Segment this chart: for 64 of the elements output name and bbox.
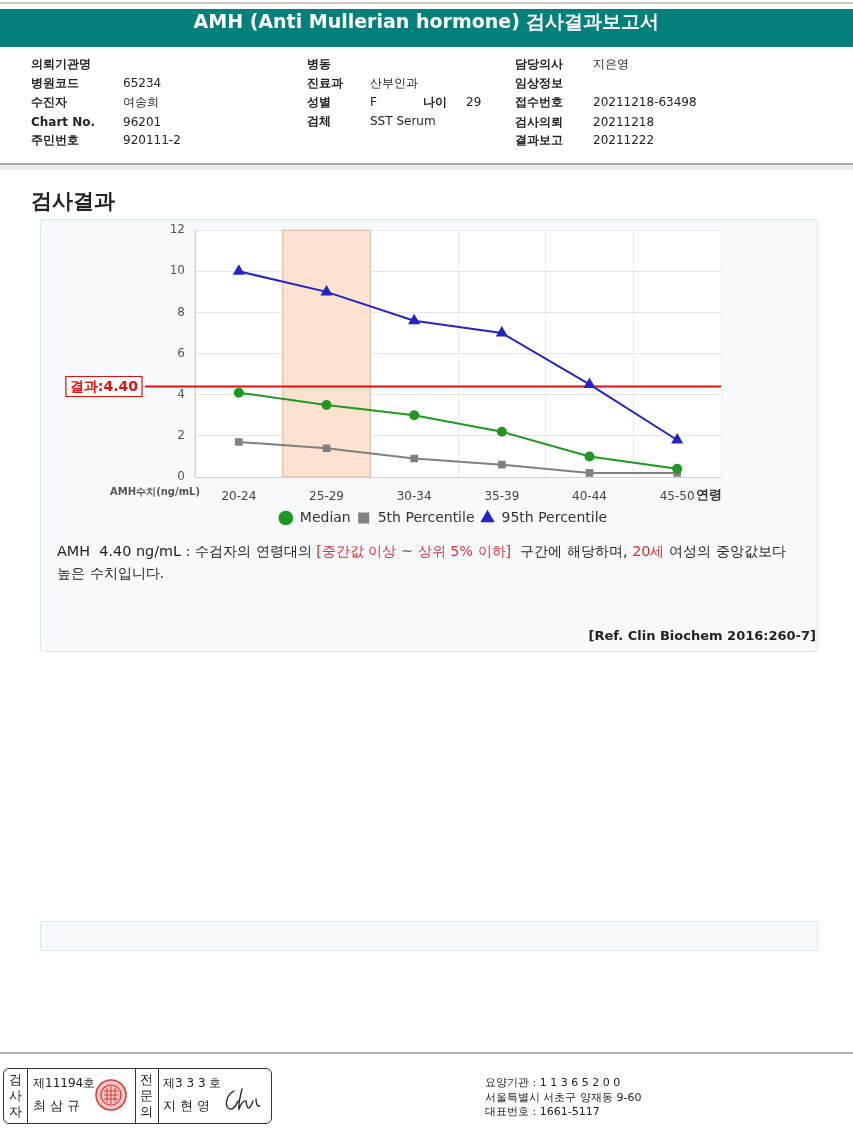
- y-tick-label: 2: [177, 427, 185, 442]
- text: Chart No.: [31, 114, 96, 130]
- y-tick-label: 12: [169, 222, 185, 237]
- text: 요양기관 : 1 1 3 6 5 2 0 0: [485, 1075, 621, 1091]
- text: 20세: [632, 543, 665, 559]
- y-tick-label: 6: [177, 345, 185, 360]
- text: 제3 3 3 호: [163, 1075, 222, 1091]
- text: AMH 4.40 ng/mL : 수검자의 연령대의: [57, 543, 312, 559]
- text: F: [370, 94, 377, 110]
- x-tick-label: 40-44: [572, 489, 607, 504]
- text: 주민번호: [31, 132, 79, 148]
- text: [Ref. Clin Biochem 2016:260-7]: [588, 628, 816, 643]
- y-tick-label: 4: [177, 386, 185, 401]
- y-tick-label: 0: [177, 469, 185, 484]
- text: 병동: [307, 56, 331, 72]
- x-tick-label: 45-50: [659, 489, 695, 504]
- text: 대표번호 : 1661-5117: [485, 1104, 600, 1120]
- text: 담당의사: [515, 56, 563, 72]
- text: 검체: [307, 113, 331, 129]
- y-tick-label: 8: [177, 304, 185, 319]
- text: 여성의 중앙값보다: [669, 543, 786, 559]
- text: 구간에 해당하며,: [520, 543, 628, 559]
- text: 여송희: [123, 94, 159, 110]
- legend-label: Median: [299, 508, 351, 525]
- text: 수진자: [31, 94, 67, 110]
- ref-line-label: 결과:4.40: [69, 378, 139, 395]
- x-tick-label: 35-39: [484, 489, 520, 504]
- text: 병원코드: [31, 75, 79, 91]
- x-tick-label: 25-29: [309, 489, 344, 504]
- x-axis-title: 연령: [696, 487, 722, 503]
- text: 나이: [423, 94, 447, 110]
- text: 의뢰기관명: [31, 56, 91, 72]
- text: AMH (Anti Mullerian hormone) 검사결과보고서: [0, 9, 853, 47]
- y-axis-title: AMH수치(ng/mL): [110, 485, 200, 497]
- x-tick-label: 30-34: [396, 489, 432, 504]
- legend-label: 5th Percentile: [377, 508, 475, 525]
- text: 검사자: [8, 1072, 23, 1120]
- text: 20211222: [593, 132, 655, 148]
- legend-label: 95th Percentile: [501, 508, 608, 525]
- y-tick-label: 10: [169, 263, 185, 278]
- text: 65234: [123, 75, 162, 91]
- text: 920111-2: [123, 132, 181, 148]
- text: SST Serum: [370, 113, 436, 129]
- text: 접수번호: [515, 94, 563, 110]
- text: [중간값 이상 ~ 상위 5% 이하]: [316, 543, 512, 559]
- chart-title: 검사결과: [31, 188, 115, 215]
- text: 최 삼 규: [33, 1098, 81, 1114]
- text: 성별: [307, 94, 331, 110]
- x-tick-label: 20-24: [221, 489, 257, 504]
- text: 결과보고: [515, 132, 563, 148]
- text: 제11194호: [33, 1075, 96, 1091]
- text: 지 현 영: [163, 1098, 211, 1114]
- text: 서울특별시 서초구 양재동 9-60: [485, 1090, 642, 1106]
- text: 높은 수치입니다.: [57, 565, 165, 581]
- text: 산부인과: [370, 75, 418, 91]
- text: 임상정보: [515, 75, 563, 91]
- text: 진료과: [307, 75, 343, 91]
- text: 전문의: [139, 1072, 154, 1120]
- text: 29: [466, 94, 482, 110]
- text: 20211218-63498: [593, 94, 697, 110]
- text: 지은영: [593, 56, 629, 72]
- text: 검사의뢰: [515, 114, 563, 130]
- text: 20211218: [593, 114, 655, 130]
- text: 96201: [123, 114, 162, 130]
